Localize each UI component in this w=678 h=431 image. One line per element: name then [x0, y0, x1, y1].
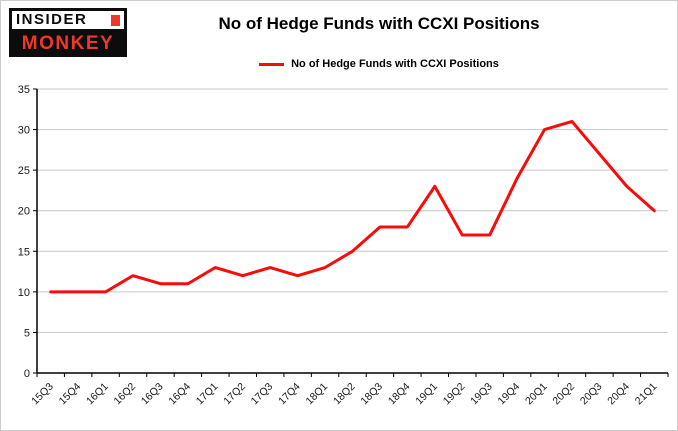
x-tick-label: 15Q4: [57, 381, 84, 408]
x-tick-label: 21Q1: [633, 381, 660, 408]
x-tick-label: 17Q3: [249, 381, 276, 408]
x-tick-label: 18Q1: [304, 381, 331, 408]
x-tick-label: 16Q3: [139, 381, 166, 408]
x-tick-label: 17Q1: [194, 381, 221, 408]
y-tick-label: 0: [24, 368, 30, 380]
y-tick-label: 15: [18, 246, 30, 258]
y-tick-label: 10: [18, 287, 30, 299]
chart-title: No of Hedge Funds with CCXI Positions: [218, 14, 540, 33]
y-tick-label: 30: [18, 125, 30, 137]
logo-top-row: INSIDER: [9, 8, 127, 32]
y-tick-label: 35: [18, 84, 30, 96]
y-tick-label: 20: [18, 206, 30, 218]
logo-monkey-text: MONKEY: [21, 33, 115, 54]
x-tick-label: 19Q3: [468, 381, 495, 408]
x-tick-label: 16Q4: [166, 381, 193, 408]
y-tick-label: 25: [18, 165, 30, 177]
logo-insider-text: INSIDER: [16, 11, 88, 28]
x-tick-label: 19Q4: [496, 381, 523, 408]
x-tick-label: 17Q4: [276, 381, 303, 408]
chart-legend: No of Hedge Funds with CCXI Positions: [121, 58, 637, 70]
x-tick-label: 20Q4: [605, 381, 632, 408]
x-tick-label: 20Q1: [523, 381, 550, 408]
y-tick-label: 5: [24, 327, 30, 339]
x-tick-label: 20Q2: [550, 381, 577, 408]
series-line: [49, 119, 656, 294]
x-tick-label: 16Q2: [111, 381, 138, 408]
x-tick-label: 20Q3: [578, 381, 605, 408]
legend-line-swatch-icon: [259, 62, 285, 66]
x-tick-label: 19Q1: [413, 381, 440, 408]
x-tick-label: 18Q2: [331, 381, 358, 408]
x-tick-label: 19Q2: [441, 381, 468, 408]
logo-red-square-icon: [111, 14, 120, 26]
legend-label: No of Hedge Funds with CCXI Positions: [291, 58, 499, 70]
chart-title-wrap: No of Hedge Funds with CCXI Positions: [121, 14, 637, 34]
x-tick-label: 18Q3: [358, 381, 385, 408]
x-tick-label: 16Q1: [84, 381, 111, 408]
insider-monkey-logo: INSIDER MONKEY: [9, 8, 127, 57]
x-tick-label: 18Q4: [386, 381, 413, 408]
x-tick-label: 17Q2: [221, 381, 248, 408]
logo-bottom-row: MONKEY: [9, 32, 127, 57]
x-tick-label: 15Q3: [29, 381, 56, 408]
